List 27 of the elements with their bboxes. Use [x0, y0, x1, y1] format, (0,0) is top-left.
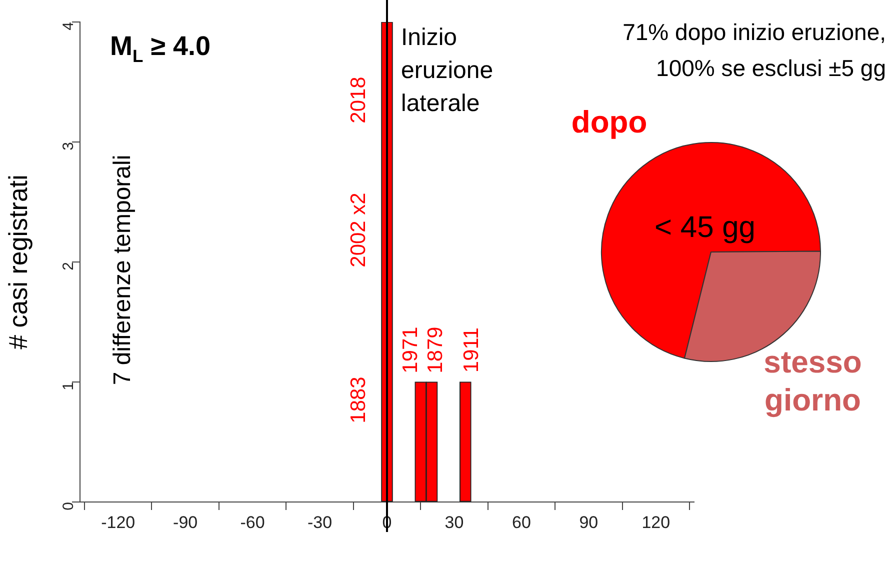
annotation: 71% dopo inizio eruzione, — [622, 19, 886, 45]
annotation: 1883 — [347, 376, 370, 424]
annotation: 2018 — [347, 76, 370, 124]
x-tick-label: -120 — [101, 512, 136, 532]
x-tick-label: -60 — [240, 512, 265, 532]
x-tick-label: 120 — [642, 512, 670, 532]
y-tick-label: 1 — [60, 382, 78, 390]
x-tick-label: 60 — [512, 512, 531, 532]
slice-label: dopo — [571, 104, 648, 140]
annotation: 2002 x2 — [347, 192, 370, 268]
y-tick-label: 2 — [60, 262, 78, 270]
slice-label: stesso giorno — [764, 344, 862, 418]
annotation: 1911 — [460, 327, 483, 373]
y-tick-label: 3 — [60, 142, 78, 150]
annotation: 1971 — [399, 326, 422, 374]
ref-line-label: Inizio eruzione laterale — [401, 24, 494, 117]
annotation: < 45 gg — [654, 211, 756, 244]
annotation: 100% se esclusi ±5 gg — [656, 55, 886, 81]
y-tick-label: 4 — [60, 22, 78, 30]
annotation: 1879 — [424, 326, 447, 374]
y-tick-label: 0 — [60, 502, 78, 510]
x-tick-label: 90 — [579, 512, 598, 532]
annotation: 7 differenze temporali — [109, 154, 136, 386]
x-tick-label: -30 — [307, 512, 332, 532]
x-tick-label: -90 — [173, 512, 198, 532]
y-axis-title: # casi registrati — [2, 174, 33, 350]
x-tick-label: 30 — [444, 512, 464, 532]
